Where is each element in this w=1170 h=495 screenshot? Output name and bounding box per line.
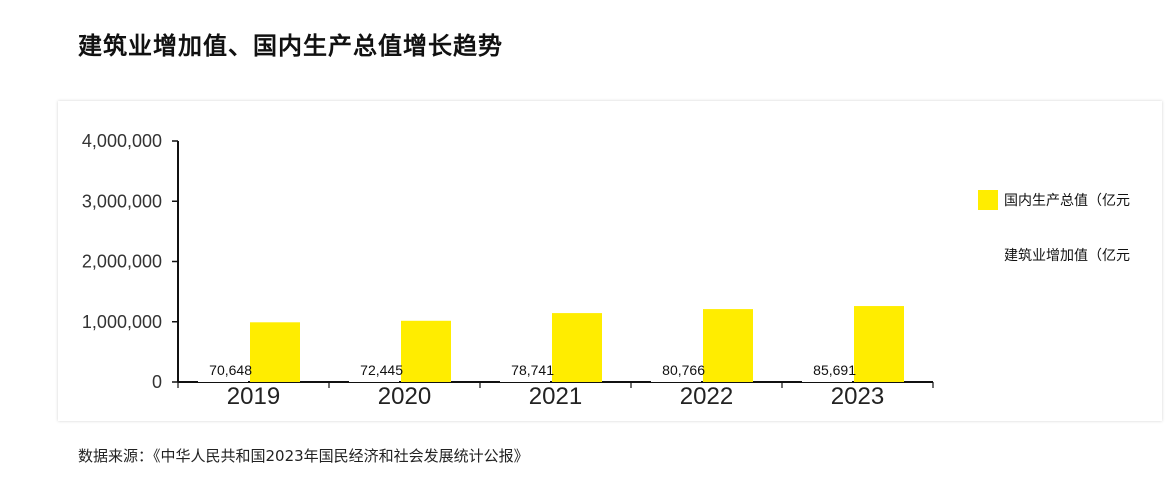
x-category-label: 2020	[378, 383, 431, 410]
data-label-construction: 80,766	[662, 362, 705, 378]
legend-item-gdp: 国内生产总值（亿元	[978, 190, 1158, 210]
bar-gdp	[854, 306, 904, 382]
data-label-construction: 85,691	[813, 362, 856, 378]
legend-swatch-construction	[978, 245, 998, 265]
y-tick-label: 1,000,000	[82, 312, 162, 332]
bar-gdp	[703, 309, 753, 382]
bar-construction	[802, 376, 852, 382]
y-tick-label: 3,000,000	[82, 191, 162, 211]
bar-construction	[349, 377, 399, 382]
bar-construction	[500, 377, 550, 382]
y-tick-label: 4,000,000	[82, 131, 162, 151]
bar-construction	[651, 377, 701, 382]
data-label-construction: 70,648	[209, 362, 252, 378]
legend-label-gdp: 国内生产总值（亿元	[1004, 193, 1130, 209]
bar-gdp	[250, 322, 300, 382]
x-category-label: 2019	[227, 383, 280, 410]
data-label-construction: 72,445	[360, 362, 403, 378]
source-note: 数据来源：《中华人民共和国2023年国民经济和社会发展统计公报》	[78, 447, 529, 465]
x-category-label: 2023	[831, 383, 884, 410]
chart-card: 0 1,000,000 2,000,000 3,000,000 4,000,000 70,…	[58, 101, 1162, 421]
x-category-label: 2022	[680, 383, 733, 410]
data-label-construction: 78,741	[511, 362, 554, 378]
page-title: 建筑业增加值、国内生产总值增长趋势	[78, 32, 503, 60]
bar-gdp	[401, 320, 451, 382]
bar-gdp	[552, 313, 602, 382]
legend-item-construction: 建筑业增加值（亿元	[978, 245, 1158, 265]
bar-construction	[198, 377, 248, 382]
legend-label-construction: 建筑业增加值（亿元	[1004, 248, 1130, 264]
legend-swatch-gdp	[978, 190, 998, 210]
x-category-label: 2021	[529, 383, 582, 410]
y-tick-label: 0	[152, 372, 162, 392]
y-tick-label: 2,000,000	[82, 252, 162, 272]
bar-chart: 0 1,000,000 2,000,000 3,000,000 4,000,000 70,…	[82, 131, 934, 410]
